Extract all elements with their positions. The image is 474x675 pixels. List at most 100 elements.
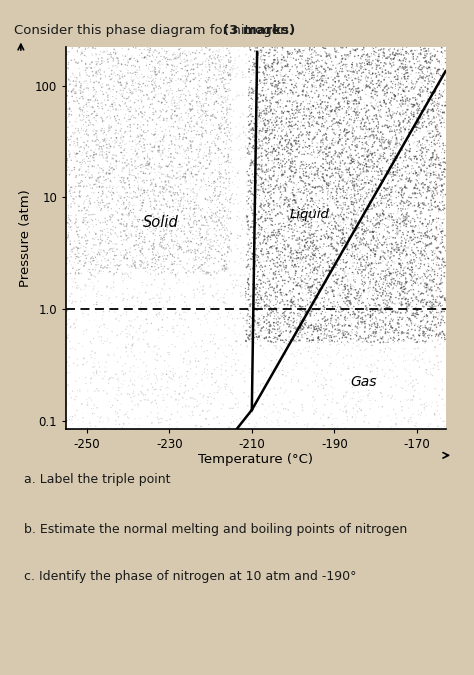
Point: [438, 59, 445, 70]
Point: [66, 117, 73, 128]
Point: [397, 101, 405, 112]
Point: [416, 123, 424, 134]
Point: [353, 223, 361, 234]
Point: [361, 206, 368, 217]
Point: [300, 252, 307, 263]
Point: [364, 145, 371, 156]
Point: [168, 225, 176, 236]
Point: [316, 286, 323, 296]
Point: [389, 225, 397, 236]
Point: [71, 164, 78, 175]
Point: [112, 103, 120, 114]
Point: [403, 195, 411, 206]
Point: [300, 207, 308, 218]
Point: [387, 309, 394, 320]
Point: [108, 298, 116, 308]
Point: [169, 201, 177, 212]
Point: [397, 203, 405, 214]
Point: [361, 227, 369, 238]
Point: [110, 60, 118, 71]
Point: [206, 191, 213, 202]
Point: [207, 337, 214, 348]
Point: [280, 367, 288, 377]
Point: [156, 181, 164, 192]
Point: [175, 94, 183, 105]
Point: [221, 262, 228, 273]
Point: [407, 61, 414, 72]
Point: [310, 392, 317, 402]
Point: [371, 47, 378, 57]
Point: [276, 200, 283, 211]
Point: [149, 249, 157, 260]
Point: [286, 320, 293, 331]
Point: [358, 104, 365, 115]
Point: [434, 46, 441, 57]
Point: [313, 264, 320, 275]
Point: [273, 296, 281, 306]
Point: [270, 104, 278, 115]
Point: [90, 281, 98, 292]
Point: [201, 257, 209, 268]
Point: [358, 271, 366, 281]
Point: [167, 182, 174, 192]
Point: [384, 410, 392, 421]
Point: [168, 74, 176, 84]
Point: [118, 90, 126, 101]
Point: [381, 136, 389, 146]
Point: [95, 144, 103, 155]
Point: [270, 63, 278, 74]
Point: [283, 211, 291, 221]
Point: [420, 95, 428, 106]
Point: [109, 150, 117, 161]
Point: [411, 192, 419, 203]
Point: [261, 303, 268, 314]
Point: [107, 159, 115, 169]
Point: [264, 254, 271, 265]
Point: [130, 284, 138, 294]
Point: [358, 184, 366, 194]
Point: [303, 196, 311, 207]
Point: [345, 203, 353, 214]
Point: [267, 109, 274, 119]
Point: [369, 310, 376, 321]
Point: [284, 51, 292, 61]
Point: [182, 385, 189, 396]
Point: [140, 394, 148, 405]
Point: [272, 227, 279, 238]
Point: [439, 214, 447, 225]
Point: [424, 78, 432, 89]
Point: [292, 190, 300, 201]
Point: [356, 322, 364, 333]
Point: [261, 300, 268, 311]
Point: [264, 309, 272, 320]
Point: [417, 279, 424, 290]
Point: [123, 87, 131, 98]
Point: [198, 259, 205, 270]
Point: [303, 127, 311, 138]
Point: [361, 412, 369, 423]
Point: [224, 263, 232, 273]
Point: [346, 296, 354, 306]
Point: [120, 145, 128, 156]
Point: [354, 232, 362, 242]
Point: [334, 279, 341, 290]
Point: [403, 42, 410, 53]
Point: [124, 388, 131, 399]
Point: [349, 220, 357, 231]
Point: [151, 117, 159, 128]
Point: [254, 80, 262, 90]
Point: [398, 144, 406, 155]
Point: [73, 265, 81, 276]
Point: [408, 78, 415, 88]
Point: [73, 405, 81, 416]
Point: [251, 205, 258, 215]
Point: [427, 238, 434, 249]
Point: [402, 182, 410, 193]
Point: [400, 217, 407, 227]
Point: [98, 260, 105, 271]
Point: [371, 285, 379, 296]
Point: [279, 124, 287, 135]
Point: [228, 370, 236, 381]
Point: [245, 134, 252, 144]
Point: [362, 138, 370, 148]
